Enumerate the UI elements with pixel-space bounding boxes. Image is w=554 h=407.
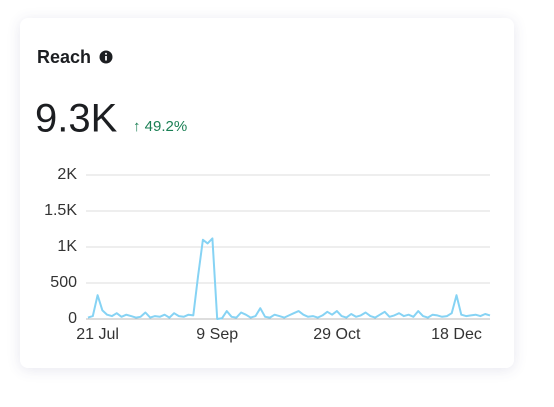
y-tick-label: 1K [57,238,77,255]
info-icon[interactable] [99,50,113,64]
y-tick-label: 500 [50,274,77,291]
x-tick-label: 18 Dec [431,326,482,343]
y-tick-label: 0 [68,310,77,327]
card-title: Reach [37,47,91,67]
metric-change: ↑ 49.2% [133,118,187,135]
y-tick-label: 2K [57,166,77,183]
y-tick-label: 1.5K [44,202,77,219]
x-tick-label: 21 Jul [76,326,119,343]
metric-value: 9.3K [35,97,118,141]
reach-line [87,237,491,320]
x-tick-label: 29 Oct [313,326,361,343]
x-tick-label: 9 Sep [196,326,238,343]
